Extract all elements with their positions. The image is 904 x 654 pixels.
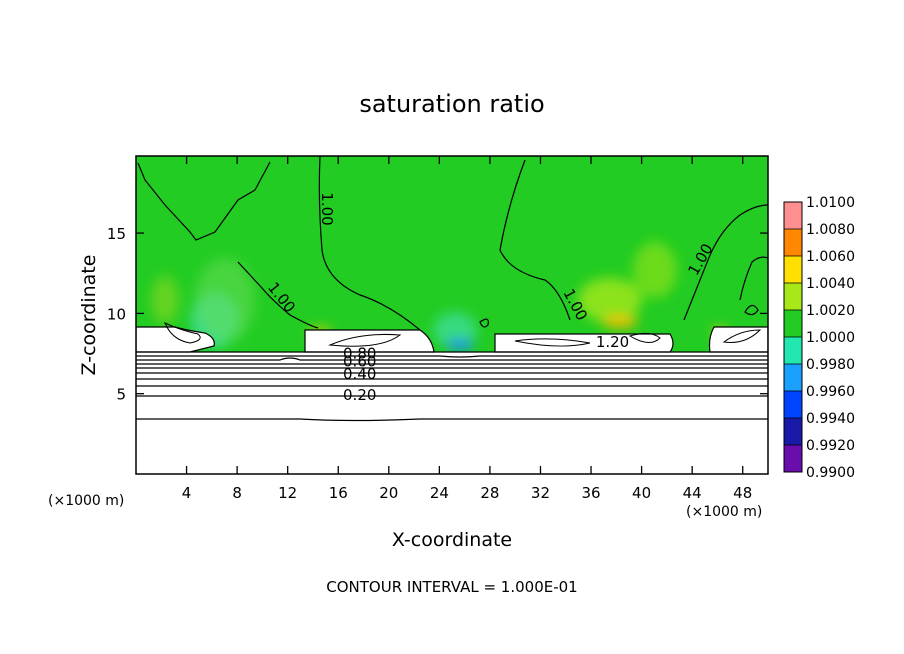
cloud-inner-contours bbox=[164, 322, 762, 347]
contour-label: 0.40 bbox=[343, 365, 376, 383]
x-axis: 4 8 12 16 20 24 28 32 36 40 44 48 bbox=[182, 156, 752, 502]
colorbar-segment bbox=[784, 283, 802, 310]
subsaturated-layer bbox=[136, 352, 768, 474]
colorbar-segment bbox=[784, 229, 802, 256]
y-axis: 5 10 15 bbox=[107, 225, 768, 404]
x-axis-label: X-coordinate bbox=[392, 529, 512, 551]
colorbar-label: 1.0040 bbox=[806, 276, 855, 292]
colorbar-label: 1.0100 bbox=[806, 195, 855, 211]
colorbar-segment bbox=[784, 364, 802, 391]
x-unit-label-left: (×1000 m) bbox=[48, 493, 124, 509]
x-tick-label-4: 4 bbox=[182, 484, 192, 502]
colorbar-segment bbox=[784, 310, 802, 337]
contour-label: 1.00 bbox=[318, 192, 336, 225]
colorbar: 0.9900 0.9920 0.9940 0.9960 0.9980 1.0000 1.00… bbox=[783, 195, 855, 481]
plot-frame bbox=[135, 155, 769, 475]
colorbar-label: 0.9940 bbox=[806, 411, 855, 427]
colorbar-label: 0.9960 bbox=[806, 384, 855, 400]
y-tick-label-5: 5 bbox=[116, 386, 126, 404]
colorbar-segment bbox=[784, 418, 802, 445]
cloud-regions bbox=[136, 326, 768, 353]
x-tick-label-40: 40 bbox=[632, 484, 651, 502]
contour-interval-note: CONTOUR INTERVAL = 1.000E-01 bbox=[326, 578, 577, 596]
y-tick-label-10: 10 bbox=[107, 305, 126, 323]
x-tick-label-48: 48 bbox=[733, 484, 752, 502]
colorbar-label: 0.9920 bbox=[806, 438, 855, 454]
x-tick-label-24: 24 bbox=[430, 484, 449, 502]
x-tick-label-32: 32 bbox=[531, 484, 550, 502]
colorbar-segment bbox=[784, 445, 802, 472]
colorbar-label: 1.0000 bbox=[806, 330, 855, 346]
x-tick-label-8: 8 bbox=[232, 484, 242, 502]
contour-lines-lower bbox=[136, 351, 768, 422]
x-tick-label-12: 12 bbox=[278, 484, 297, 502]
chart-title: saturation ratio bbox=[359, 90, 544, 118]
contour-label: 1.20 bbox=[596, 333, 629, 351]
contour-label: 0.80 bbox=[343, 344, 376, 362]
x-tick-label-20: 20 bbox=[379, 484, 398, 502]
colorbar-label: 0.9900 bbox=[806, 465, 855, 481]
y-tick-label-15: 15 bbox=[107, 225, 126, 243]
colorbar-label: 0.9980 bbox=[806, 357, 855, 373]
x-tick-label-44: 44 bbox=[683, 484, 702, 502]
colorbar-segment bbox=[784, 337, 802, 364]
colorbar-label: 1.0080 bbox=[806, 222, 855, 238]
x-unit-label-right: (×1000 m) bbox=[686, 504, 762, 520]
colorbar-segment bbox=[784, 256, 802, 283]
colorbar-label: 1.0020 bbox=[806, 303, 855, 319]
colorbar-segment bbox=[784, 202, 802, 229]
colorbar-segment bbox=[784, 391, 802, 418]
x-tick-label-16: 16 bbox=[329, 484, 348, 502]
x-tick-label-28: 28 bbox=[480, 484, 499, 502]
y-axis-label: Z-coordinate bbox=[78, 255, 100, 376]
plot-field bbox=[136, 156, 768, 474]
colorbar-label: 1.0060 bbox=[806, 249, 855, 265]
contour-lines-1.00 bbox=[137, 156, 768, 331]
field-anomalies bbox=[151, 242, 728, 351]
contour-label: 0.20 bbox=[343, 386, 376, 404]
x-tick-label-36: 36 bbox=[581, 484, 600, 502]
contour-label: 0.60 bbox=[343, 352, 376, 370]
